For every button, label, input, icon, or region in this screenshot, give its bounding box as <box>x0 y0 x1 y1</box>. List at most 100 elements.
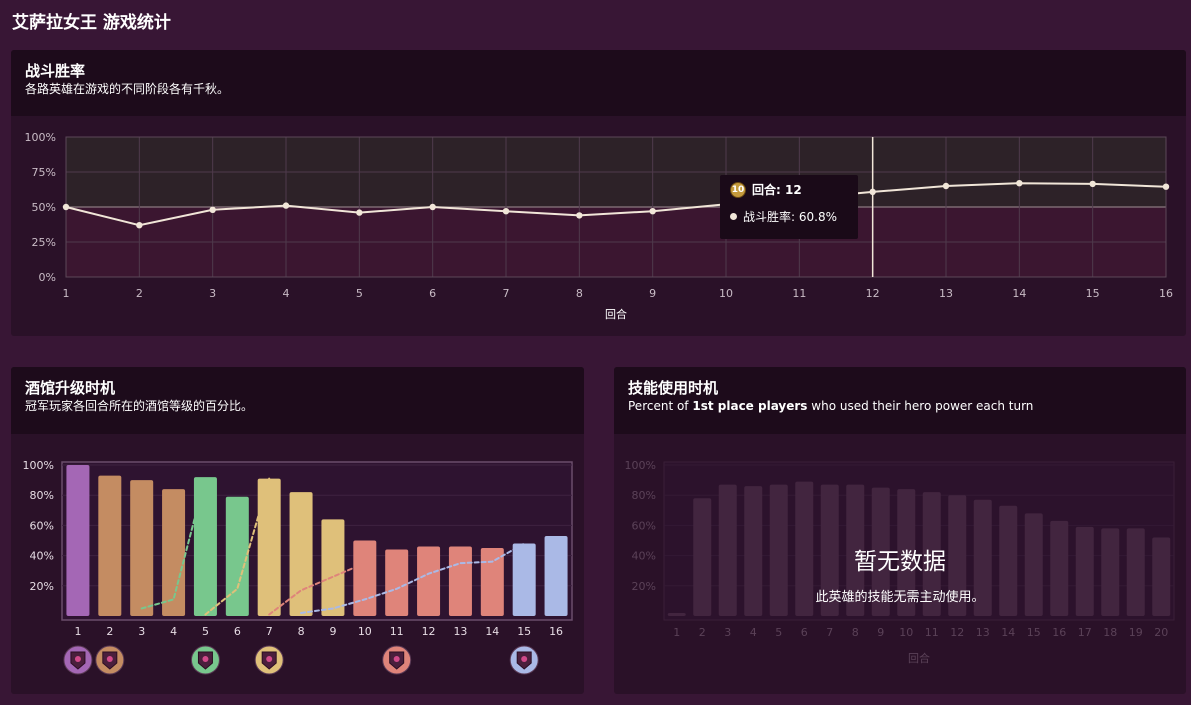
x-tick-label: 7 <box>826 626 833 639</box>
x-tick-label: 10 <box>899 626 913 639</box>
win-rate-point <box>62 203 70 211</box>
hero-power-subtitle: Percent of 1st place players who used th… <box>628 399 1034 413</box>
y-tick-label: 25% <box>32 236 56 249</box>
x-tick-label: 5 <box>202 625 209 638</box>
x-tick-label: 7 <box>266 625 273 638</box>
x-tick-label: 17 <box>1078 626 1092 639</box>
x-tick-label: 9 <box>877 626 884 639</box>
tier-bar <box>385 549 409 616</box>
tavern-upgrade-title: 酒馆升级时机 <box>25 379 116 397</box>
x-tick-label: 15 <box>1027 626 1041 639</box>
x-tick-label: 12 <box>950 626 964 639</box>
tavern-upgrade-subtitle: 冠军玩家各回合所在的酒馆等级的百分比。 <box>25 399 254 413</box>
hero-power-title: 技能使用时机 <box>628 379 719 397</box>
tier-bar <box>448 546 472 616</box>
x-tick-label: 14 <box>485 625 499 638</box>
x-tick-label: 7 <box>503 287 510 300</box>
badge-gem <box>106 656 113 662</box>
tooltip-series-label: 战斗胜率: 60.8% <box>743 210 837 224</box>
win-rate-point <box>942 182 950 190</box>
next-tier-line <box>204 477 271 616</box>
x-tick-label: 1 <box>74 625 81 638</box>
hero-power-bar <box>718 484 737 616</box>
hero-power-bar <box>922 492 941 616</box>
x-tick-label: 2 <box>136 287 143 300</box>
series-dot-icon <box>730 213 737 220</box>
x-tick-label: 8 <box>852 626 859 639</box>
y-tick-label: 0% <box>39 271 56 284</box>
x-tick-label: 10 <box>719 287 733 300</box>
x-tick-label: 5 <box>356 287 363 300</box>
tier-bar <box>512 543 536 616</box>
no-data-overlay: 暂无数据 此英雄的技能无需主动使用。 <box>614 542 1186 605</box>
x-tick-label: 2 <box>699 626 706 639</box>
win-rate-card-header: 战斗胜率 各路英雄在游戏的不同阶段各有千秋。 <box>11 50 1186 116</box>
x-tick-label: 16 <box>549 625 563 638</box>
x-tick-label: 13 <box>453 625 467 638</box>
badge-gem <box>74 656 81 662</box>
win-rate-point <box>1162 183 1170 190</box>
x-tick-label: 4 <box>750 626 757 639</box>
x-tick-label: 16 <box>1159 287 1173 300</box>
x-tick-label: 13 <box>976 626 990 639</box>
tier-bar <box>66 465 90 616</box>
win-rate-title: 战斗胜率 <box>25 62 86 80</box>
hero-power-card: 技能使用时机 Percent of 1st place players who … <box>614 367 1186 694</box>
hero-power-bar <box>795 481 814 616</box>
tavern-upgrade-chart[interactable]: 20%40%60%80%100%1 2 3 4 5 6 7 8 9 10 11 12 13 14 15 16 <box>11 434 584 694</box>
x-tick-label: 1 <box>63 287 70 300</box>
x-axis-label: 回合 <box>908 651 930 665</box>
y-tick-label: 40% <box>632 550 656 563</box>
x-tick-label: 3 <box>209 287 216 300</box>
x-tick-label: 8 <box>576 287 583 300</box>
y-tick-label: 80% <box>30 489 54 502</box>
x-tick-label: 12 <box>422 625 436 638</box>
win-rate-point <box>1016 180 1023 187</box>
y-tick-label: 100% <box>25 131 56 144</box>
y-tick-label: 60% <box>632 519 656 532</box>
x-tick-label: 14 <box>1012 287 1026 300</box>
no-data-title: 暂无数据 <box>854 549 946 575</box>
hero-power-bar <box>999 505 1018 616</box>
x-tick-label: 11 <box>925 626 939 639</box>
x-tick-label: 6 <box>429 287 436 300</box>
x-tick-label: 15 <box>1086 287 1100 300</box>
tavern-tier-badge-icon <box>95 645 125 675</box>
tooltip-turn-label: 回合: 12 <box>752 183 802 197</box>
y-tick-label: 60% <box>30 519 54 532</box>
tier-bar <box>130 480 154 616</box>
x-tick-label: 11 <box>390 625 404 638</box>
y-tick-label: 80% <box>632 489 656 502</box>
y-tick-label: 20% <box>30 580 54 593</box>
next-tier-line <box>140 476 207 610</box>
x-tick-label: 5 <box>775 626 782 639</box>
badge-gem <box>266 656 273 662</box>
x-tick-label: 9 <box>649 287 656 300</box>
y-tick-label: 50% <box>32 201 56 214</box>
tavern-upgrade-card-header: 酒馆升级时机 冠军玩家各回合所在的酒馆等级的百分比。 <box>11 367 584 434</box>
x-tick-label: 20 <box>1154 626 1168 639</box>
x-tick-label: 4 <box>283 287 290 300</box>
tavern-tier-badge-icon <box>509 645 539 675</box>
win-rate-point <box>1089 180 1096 188</box>
win-rate-point <box>282 202 290 209</box>
tier-bar <box>98 475 122 616</box>
tier-bar <box>353 540 377 616</box>
win-rate-subtitle: 各路英雄在游戏的不同阶段各有千秋。 <box>25 82 230 96</box>
tavern-tier-badge-icon <box>190 645 220 675</box>
x-tick-label: 9 <box>329 625 336 638</box>
no-data-message: 此英雄的技能无需主动使用。 <box>815 590 985 605</box>
x-tick-label: 10 <box>358 625 372 638</box>
tier-bar <box>225 496 249 616</box>
x-tick-label: 6 <box>801 626 808 639</box>
turn-coin-icon: 10 <box>730 181 746 198</box>
win-rate-point <box>356 209 363 216</box>
x-tick-label: 1 <box>673 626 680 639</box>
hero-power-card-header: 技能使用时机 Percent of 1st place players who … <box>614 367 1186 434</box>
tier-bar <box>417 546 441 616</box>
tier-bar <box>257 478 281 616</box>
hero-power-bar <box>973 499 992 616</box>
x-axis-label: 回合 <box>605 307 627 321</box>
x-tick-label: 14 <box>1001 626 1015 639</box>
